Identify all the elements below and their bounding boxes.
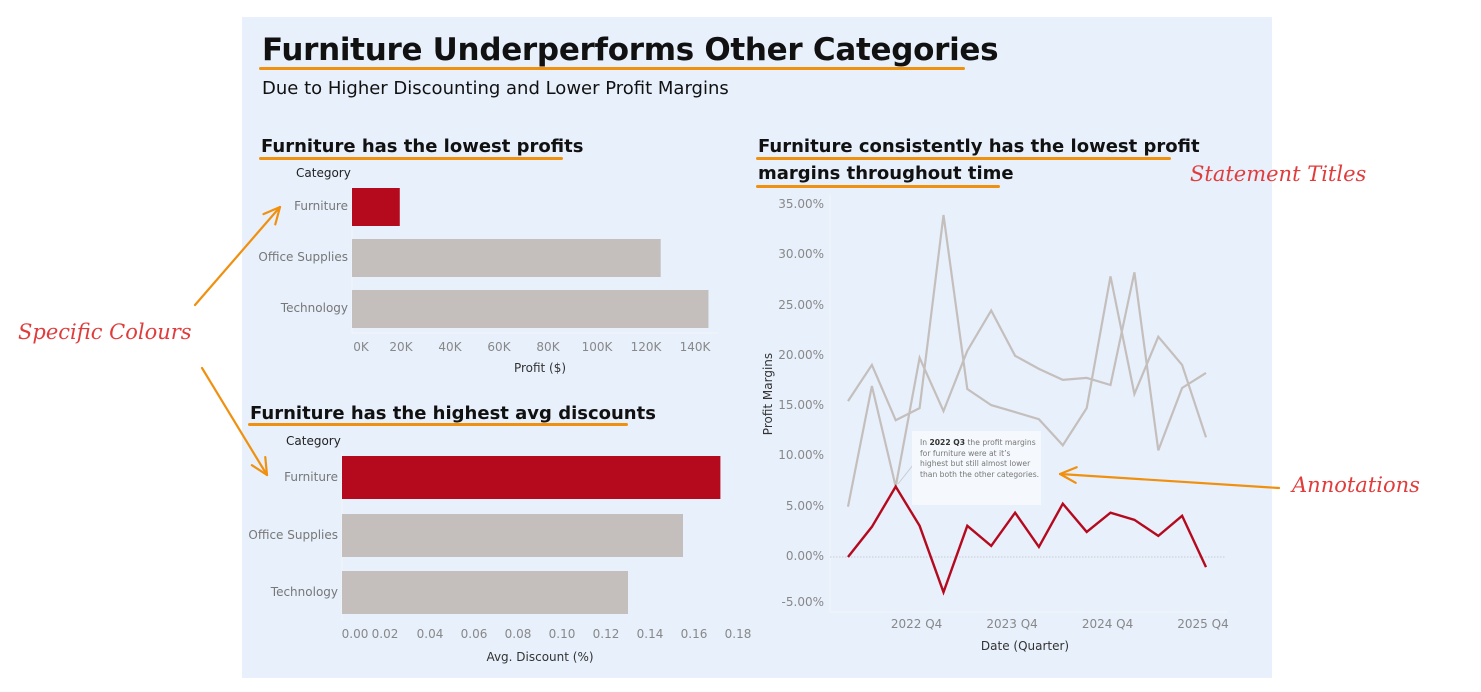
discount-x-tick-label: 0.00: [341, 627, 369, 641]
discount-x-tick-label: 0.16: [680, 627, 708, 641]
callout-arrow-discount-head: [250, 455, 269, 477]
annotation-text: the profit margins for furniture were at…: [920, 438, 1040, 479]
profit-x-tick-label: 20K: [389, 340, 413, 354]
profit-category-label: Furniture: [294, 199, 348, 213]
profit-x-tick-label: 0K: [353, 340, 369, 354]
profit-category-label: Technology: [280, 301, 348, 315]
margin-y-tick-label: 20.00%: [778, 347, 824, 362]
callout-arrow-annotation-head: [1058, 466, 1078, 484]
margin-x-tick-label: 2022 Q4: [890, 617, 943, 631]
margin-x-tick-label: 2025 Q4: [1177, 617, 1229, 631]
margin-y-tick-label: 15.00%: [778, 398, 824, 413]
margin-chart-title-line2: margins throughout time: [758, 163, 1014, 184]
annotation-prefix: In: [920, 438, 928, 447]
margin-y-tick-label: -5.00%: [781, 595, 824, 609]
annotation-highlight: 2022 Q3: [929, 438, 966, 447]
margin-x-axis-title: Date (Quarter): [980, 639, 1070, 653]
profit-x-tick-label: 80K: [536, 340, 560, 354]
margin-title-underline-1: [756, 157, 1171, 160]
profit-x-tick-label: 60K: [487, 340, 511, 354]
annotation-box: In 2022 Q3 the profit margins for furnit…: [912, 431, 1041, 505]
profit-x-tick-label: 40K: [438, 340, 462, 354]
callout-arrow-annotation: [1058, 472, 1281, 490]
title-underline: [259, 67, 965, 70]
profit-chart-title: Furniture has the lowest profits: [261, 136, 584, 157]
profit-x-tick-label: 120K: [630, 340, 662, 354]
dashboard-panel: [242, 17, 1272, 678]
discount-x-axis-title: Avg. Discount (%): [486, 650, 594, 664]
profit-bar-office-supplies: [352, 239, 661, 277]
dashboard-title: Furniture Underperforms Other Categories: [262, 32, 999, 68]
callout-arrow-profit: [193, 205, 282, 307]
callout-specific-colours: Specific Colours: [18, 320, 192, 344]
callout-arrow-profit-head: [262, 205, 282, 226]
discount-x-tick-label: 0.08: [504, 627, 532, 641]
profit-x-tick-label: 100K: [581, 340, 613, 354]
profit-category-label: Office Supplies: [258, 250, 348, 264]
margin-y-tick-label: 35.00%: [778, 196, 824, 211]
discount-x-tick-label: 0.18: [724, 627, 752, 641]
margin-y-tick-label: 25.00%: [778, 297, 824, 312]
margin-title-underline-2: [756, 185, 1000, 188]
discount-title-underline: [248, 423, 628, 426]
discount-x-tick-label: 0.04: [416, 627, 444, 641]
margin-y-tick-label: 0.00%: [785, 549, 824, 563]
discount-x-tick-label: 0.12: [592, 627, 620, 641]
discount-category-label: Technology: [270, 584, 338, 599]
margin-x-tick-label: 2023 Q4: [986, 617, 1038, 631]
discount-category-label: Office Supplies: [248, 527, 338, 542]
discount-bar-office-supplies: [342, 514, 683, 557]
profit-category-header: Category: [296, 166, 351, 180]
profit-bar-furniture: [352, 188, 400, 226]
profit-bar-technology: [352, 290, 709, 328]
callout-arrow-discount: [200, 366, 269, 477]
line-series-furniture: [847, 484, 1208, 596]
discount-category-label: Furniture: [284, 469, 338, 484]
callout-statement-titles: Statement Titles: [1190, 162, 1367, 186]
margin-y-tick-label: 10.00%: [778, 448, 824, 463]
profit-title-underline: [259, 157, 563, 160]
margin-x-tick-label: 2024 Q4: [1081, 617, 1134, 631]
profit-x-axis-title: Profit ($): [513, 361, 567, 375]
annotation-leader-line: [897, 464, 914, 485]
discount-bar-furniture: [342, 456, 721, 499]
discount-x-tick-label: 0.06: [460, 627, 488, 641]
discount-x-tick-label: 0.14: [636, 627, 664, 641]
discount-chart-title: Furniture has the highest avg discounts: [250, 403, 656, 424]
callout-annotations: Annotations: [1292, 473, 1420, 497]
margin-y-tick-label: 5.00%: [785, 498, 824, 513]
discount-x-tick-label: 0.02: [371, 627, 399, 641]
dashboard-subtitle: Due to Higher Discounting and Lower Prof…: [262, 78, 729, 99]
line-series-technology: [846, 272, 1207, 507]
discount-x-tick-label: 0.10: [548, 627, 576, 641]
margin-chart-title-line1: Furniture consistently has the lowest pr…: [758, 136, 1200, 157]
profit-x-tick-label: 140K: [679, 340, 711, 354]
discount-bar-technology: [342, 571, 628, 614]
margin-y-tick-label: 30.00%: [778, 247, 824, 262]
discount-category-header: Category: [286, 434, 341, 448]
